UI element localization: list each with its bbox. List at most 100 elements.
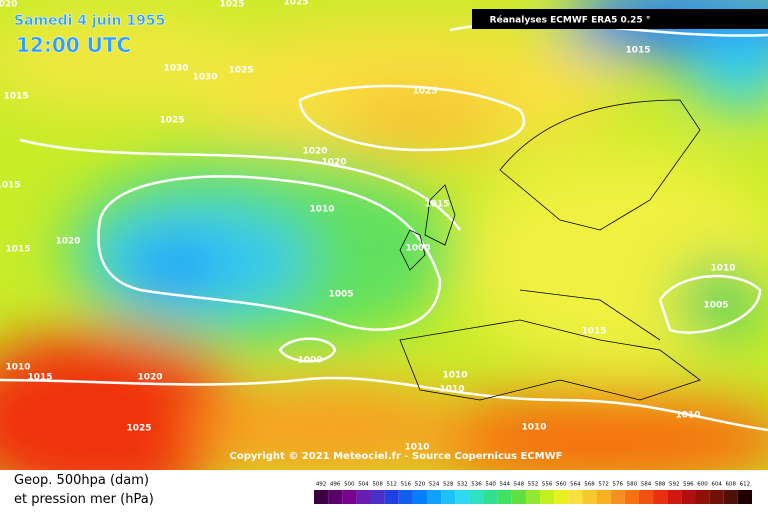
colorbar-label: 512 — [386, 482, 397, 488]
colorbar-label: 504 — [358, 482, 369, 488]
isobar-label: 1025 — [412, 87, 437, 97]
colorbar-swatch — [483, 490, 498, 504]
isobar-label: 1025 — [219, 0, 244, 10]
isobar-label: 1010 — [404, 443, 429, 453]
isobar-label: 1025 — [159, 116, 184, 126]
isobar-label: 1015 — [3, 92, 28, 102]
colorbar-label: 556 — [542, 482, 553, 488]
isobar-label: 1010 — [442, 371, 467, 381]
colorbar-swatch — [412, 490, 428, 504]
isobar-label: 1020 — [55, 237, 80, 247]
isobar-label: 1010 — [439, 385, 464, 395]
isobar-label: 1020 — [137, 373, 162, 383]
colorbar-swatch — [638, 490, 654, 504]
colorbar-label: 572 — [598, 482, 609, 488]
colorbar-swatch — [681, 490, 696, 504]
isobar-label: 1030 — [192, 73, 217, 83]
colorbar-label: 596 — [683, 482, 694, 488]
colorbar: 492 496 500 504 508 512 516 520 524 528 532 536 540 5… — [314, 482, 752, 504]
colorbar-swatch — [582, 490, 597, 504]
colorbar-label: 564 — [570, 482, 581, 488]
colorbar-swatch — [398, 490, 413, 504]
colorbar-label: 532 — [457, 482, 468, 488]
isobar-label: 1010 — [309, 205, 334, 215]
colorbar-label: 540 — [485, 482, 496, 488]
colorbar-swatch — [441, 490, 456, 504]
date: Samedi 4 juin 1955 — [14, 13, 165, 29]
colorbar-swatch — [624, 490, 639, 504]
isobar-label: 1020 — [302, 147, 327, 157]
colorbar-label: 604 — [711, 482, 722, 488]
colorbar-label: 496 — [330, 482, 341, 488]
colorbar-label: 552 — [528, 482, 539, 488]
isobar-label: 1015 — [27, 373, 52, 383]
isobar-label: 1025 — [126, 424, 151, 434]
colorbar-swatch — [610, 490, 625, 504]
coastlines — [399, 99, 701, 401]
colorbar-label: 544 — [499, 482, 510, 488]
colorbar-swatch — [540, 490, 555, 504]
colorbar-swatch — [497, 490, 512, 504]
isobar-label: 1010 — [5, 363, 30, 373]
isobar-label: 1010 — [521, 423, 546, 433]
legend-line: et pression mer (hPa) — [14, 492, 154, 507]
colorbar-swatch — [314, 490, 329, 504]
colorbar-swatch — [568, 490, 583, 504]
colorbar-swatch — [328, 490, 343, 504]
colorbar-swatch — [525, 490, 541, 504]
colorbar-label: 592 — [669, 482, 680, 488]
isobar-labels: 020 1025 1025 1015 1030 1030 1025 1025 1015 1025 1… — [0, 0, 736, 453]
copyright: Copyright © 2021 Meteociel.fr - Source C… — [230, 451, 563, 462]
isobar-label: 1015 — [5, 245, 30, 255]
isobar-label: 1025 — [283, 0, 308, 8]
isobar-label: 1030 — [163, 64, 188, 74]
colorbar-label: 520 — [415, 482, 426, 488]
isobar-label: 1000 — [297, 356, 322, 366]
colorbar-swatch — [667, 490, 682, 504]
colorbar-swatch — [709, 490, 724, 504]
isobar-label: 020 — [0, 0, 17, 10]
isobar-label: 1015 — [581, 327, 606, 337]
isobar-label: 1020 — [321, 158, 346, 168]
legend-line: Geop. 500hpa (dam) — [14, 473, 149, 488]
colorbar-swatch — [342, 490, 357, 504]
isobar-label: 1000 — [405, 244, 430, 254]
colorbar-swatch — [554, 490, 569, 504]
colorbar-label: 508 — [372, 482, 383, 488]
colorbar-swatch — [737, 490, 752, 504]
isobar-label: 1005 — [703, 301, 728, 311]
colorbar-label: 600 — [697, 482, 708, 488]
colorbar-swatch — [384, 490, 399, 504]
colorbar-swatch — [427, 490, 442, 504]
colorbar-label: 492 — [316, 482, 327, 488]
isobar-label: 1010 — [675, 411, 700, 421]
colorbar-swatch — [455, 490, 470, 504]
colorbar-swatch — [695, 490, 710, 504]
isobar-label: 1025 — [228, 66, 253, 76]
colorbar-swatch — [511, 490, 526, 504]
isobar-label: 1015 — [625, 46, 650, 56]
colorbar-swatch — [723, 490, 738, 504]
source-box — [472, 9, 768, 29]
colorbar-label: 588 — [655, 482, 666, 488]
isobar-label: 1015 — [0, 181, 21, 191]
colorbar-label: 612 — [740, 482, 751, 488]
colorbar-label: 536 — [471, 482, 482, 488]
colorbar-label: 560 — [556, 482, 567, 488]
isobar-label: 1005 — [328, 290, 353, 300]
colorbar-label: 608 — [726, 482, 737, 488]
colorbar-label: 528 — [443, 482, 454, 488]
colorbar-swatch — [356, 490, 371, 504]
colorbar-label: 524 — [429, 482, 440, 488]
source: Réanalyses ECMWF ERA5 0.25 ° — [490, 15, 651, 26]
colorbar-label: 568 — [584, 482, 595, 488]
colorbar-label: 516 — [401, 482, 412, 488]
colorbar-label: 584 — [641, 482, 652, 488]
time: 12:00 UTC — [16, 33, 131, 57]
colorbar-swatch — [370, 490, 385, 504]
isobar-label: 1010 — [710, 264, 735, 274]
colorbar-swatch — [469, 490, 484, 504]
colorbar-label: 580 — [627, 482, 638, 488]
